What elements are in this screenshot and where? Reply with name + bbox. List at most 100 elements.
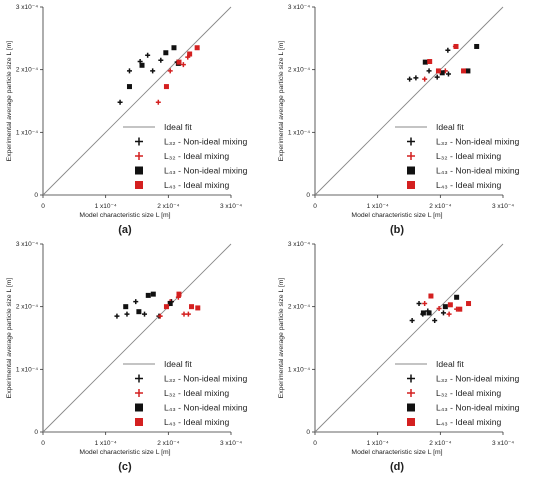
x-tick-label: 2 x10⁻⁴ xyxy=(429,203,451,210)
data-point xyxy=(427,59,433,65)
data-point xyxy=(171,45,177,51)
x-tick-label: 1 x10⁻⁴ xyxy=(367,203,389,210)
data-point xyxy=(461,68,467,74)
legend-marker xyxy=(135,403,143,412)
data-point xyxy=(155,99,161,105)
data-point xyxy=(422,301,428,307)
data-point xyxy=(422,59,428,65)
legend-marker xyxy=(407,152,415,160)
data-point xyxy=(123,304,129,310)
data-point xyxy=(126,84,132,90)
x-tick-label: 0 xyxy=(313,440,317,447)
legend-marker xyxy=(135,166,143,175)
panel-label: (b) xyxy=(390,224,404,236)
data-point xyxy=(157,313,163,319)
legend-label: L₃₂ - Non-ideal mixing xyxy=(436,137,519,147)
data-point xyxy=(407,76,413,82)
ideal-fit-line xyxy=(42,243,232,433)
data-point xyxy=(422,76,428,82)
y-tick-label: 0 xyxy=(34,429,38,436)
data-point xyxy=(416,301,422,307)
x-axis-title: Model characteristic size L [m] xyxy=(351,212,442,219)
panel-label: (c) xyxy=(118,461,132,473)
data-point xyxy=(142,311,148,317)
legend-label: L₄₃ - Non-ideal mixing xyxy=(436,166,520,176)
data-point xyxy=(426,310,432,316)
legend-marker xyxy=(407,418,415,426)
data-point xyxy=(435,68,441,74)
data-point xyxy=(180,62,186,68)
legend-label: L₃₂ - Non-ideal mixing xyxy=(164,137,247,147)
data-point xyxy=(434,74,440,80)
legend-label: L₄₃ - Ideal mixing xyxy=(436,417,502,427)
y-tick-label: 1 x10⁻⁴ xyxy=(288,129,310,136)
data-point xyxy=(440,310,446,316)
x-tick-label: 1 x10⁻⁴ xyxy=(95,203,117,210)
data-point xyxy=(195,305,201,311)
panel-b: 0 1 x10⁻⁴ 2 x10⁻⁴ 3 x10⁻⁴ 0 1 x10⁻⁴ 2 x10⁻⁴ 3 x… xyxy=(278,4,520,236)
data-point xyxy=(436,306,442,312)
y-tick-label: 0 xyxy=(34,192,38,199)
data-point xyxy=(187,51,193,57)
panel-label: (a) xyxy=(118,224,132,236)
y-tick-label: 2 x10⁻⁴ xyxy=(16,67,38,74)
y-tick-label: 3 x10⁻⁴ xyxy=(16,4,38,11)
x-axis-title: Model characteristic size L [m] xyxy=(79,212,170,219)
x-tick-label: 2 x10⁻⁴ xyxy=(157,440,179,447)
legend-label: L₃₂ - Ideal mixing xyxy=(164,151,229,161)
legend-marker xyxy=(135,152,143,160)
data-point xyxy=(446,311,452,317)
data-point xyxy=(194,45,200,51)
data-point xyxy=(114,313,120,319)
legend-label: Ideal fit xyxy=(164,122,192,132)
data-point xyxy=(150,68,156,74)
data-point xyxy=(126,68,132,74)
legend-marker xyxy=(135,418,143,426)
data-point xyxy=(189,304,195,310)
y-tick-label: 2 x10⁻⁴ xyxy=(16,304,38,311)
legend-label: L₄₃ - Non-ideal mixing xyxy=(164,403,248,413)
data-point xyxy=(139,62,145,68)
legend-marker xyxy=(135,374,143,383)
y-tick-label: 2 x10⁻⁴ xyxy=(288,67,310,74)
y-axis-title: Experimental average particle size L [m] xyxy=(278,278,285,399)
data-point xyxy=(457,306,463,312)
y-tick-label: 1 x10⁻⁴ xyxy=(16,129,38,136)
y-tick-label: 3 x10⁻⁴ xyxy=(288,241,310,248)
x-tick-label: 1 x10⁻⁴ xyxy=(95,440,117,447)
y-tick-label: 0 xyxy=(306,429,310,436)
x-tick-label: 0 xyxy=(313,203,317,210)
data-point xyxy=(432,317,438,323)
x-tick-label: 0 xyxy=(41,440,45,447)
x-axis-title: Model characteristic size L [m] xyxy=(79,449,170,456)
data-point xyxy=(176,59,182,65)
data-point xyxy=(145,52,151,58)
data-point xyxy=(445,47,451,53)
x-tick-label: 3 x10⁻⁴ xyxy=(220,440,242,447)
legend-marker xyxy=(407,181,415,189)
legend-label: L₄₃ - Ideal mixing xyxy=(164,417,230,427)
ideal-fit-line xyxy=(314,243,504,433)
legend-label: L₃₂ - Ideal mixing xyxy=(436,388,501,398)
legend-label: L₃₂ - Non-ideal mixing xyxy=(436,374,519,384)
panel-label: (d) xyxy=(390,461,404,473)
data-point xyxy=(163,50,169,56)
legend-label: Ideal fit xyxy=(436,359,464,369)
data-point xyxy=(176,291,182,297)
data-point xyxy=(136,309,142,315)
legend-marker xyxy=(407,389,415,397)
data-point xyxy=(453,43,459,49)
data-point xyxy=(447,302,453,308)
data-point xyxy=(465,68,471,74)
x-tick-label: 3 x10⁻⁴ xyxy=(492,203,514,210)
data-point xyxy=(474,43,480,49)
ideal-fit-line xyxy=(314,6,504,196)
data-point xyxy=(163,84,169,90)
data-point xyxy=(439,70,445,76)
y-tick-label: 0 xyxy=(306,192,310,199)
data-point xyxy=(150,291,156,297)
x-tick-label: 1 x10⁻⁴ xyxy=(367,440,389,447)
legend-label: L₄₃ - Non-ideal mixing xyxy=(436,403,520,413)
legend-label: Ideal fit xyxy=(436,122,464,132)
